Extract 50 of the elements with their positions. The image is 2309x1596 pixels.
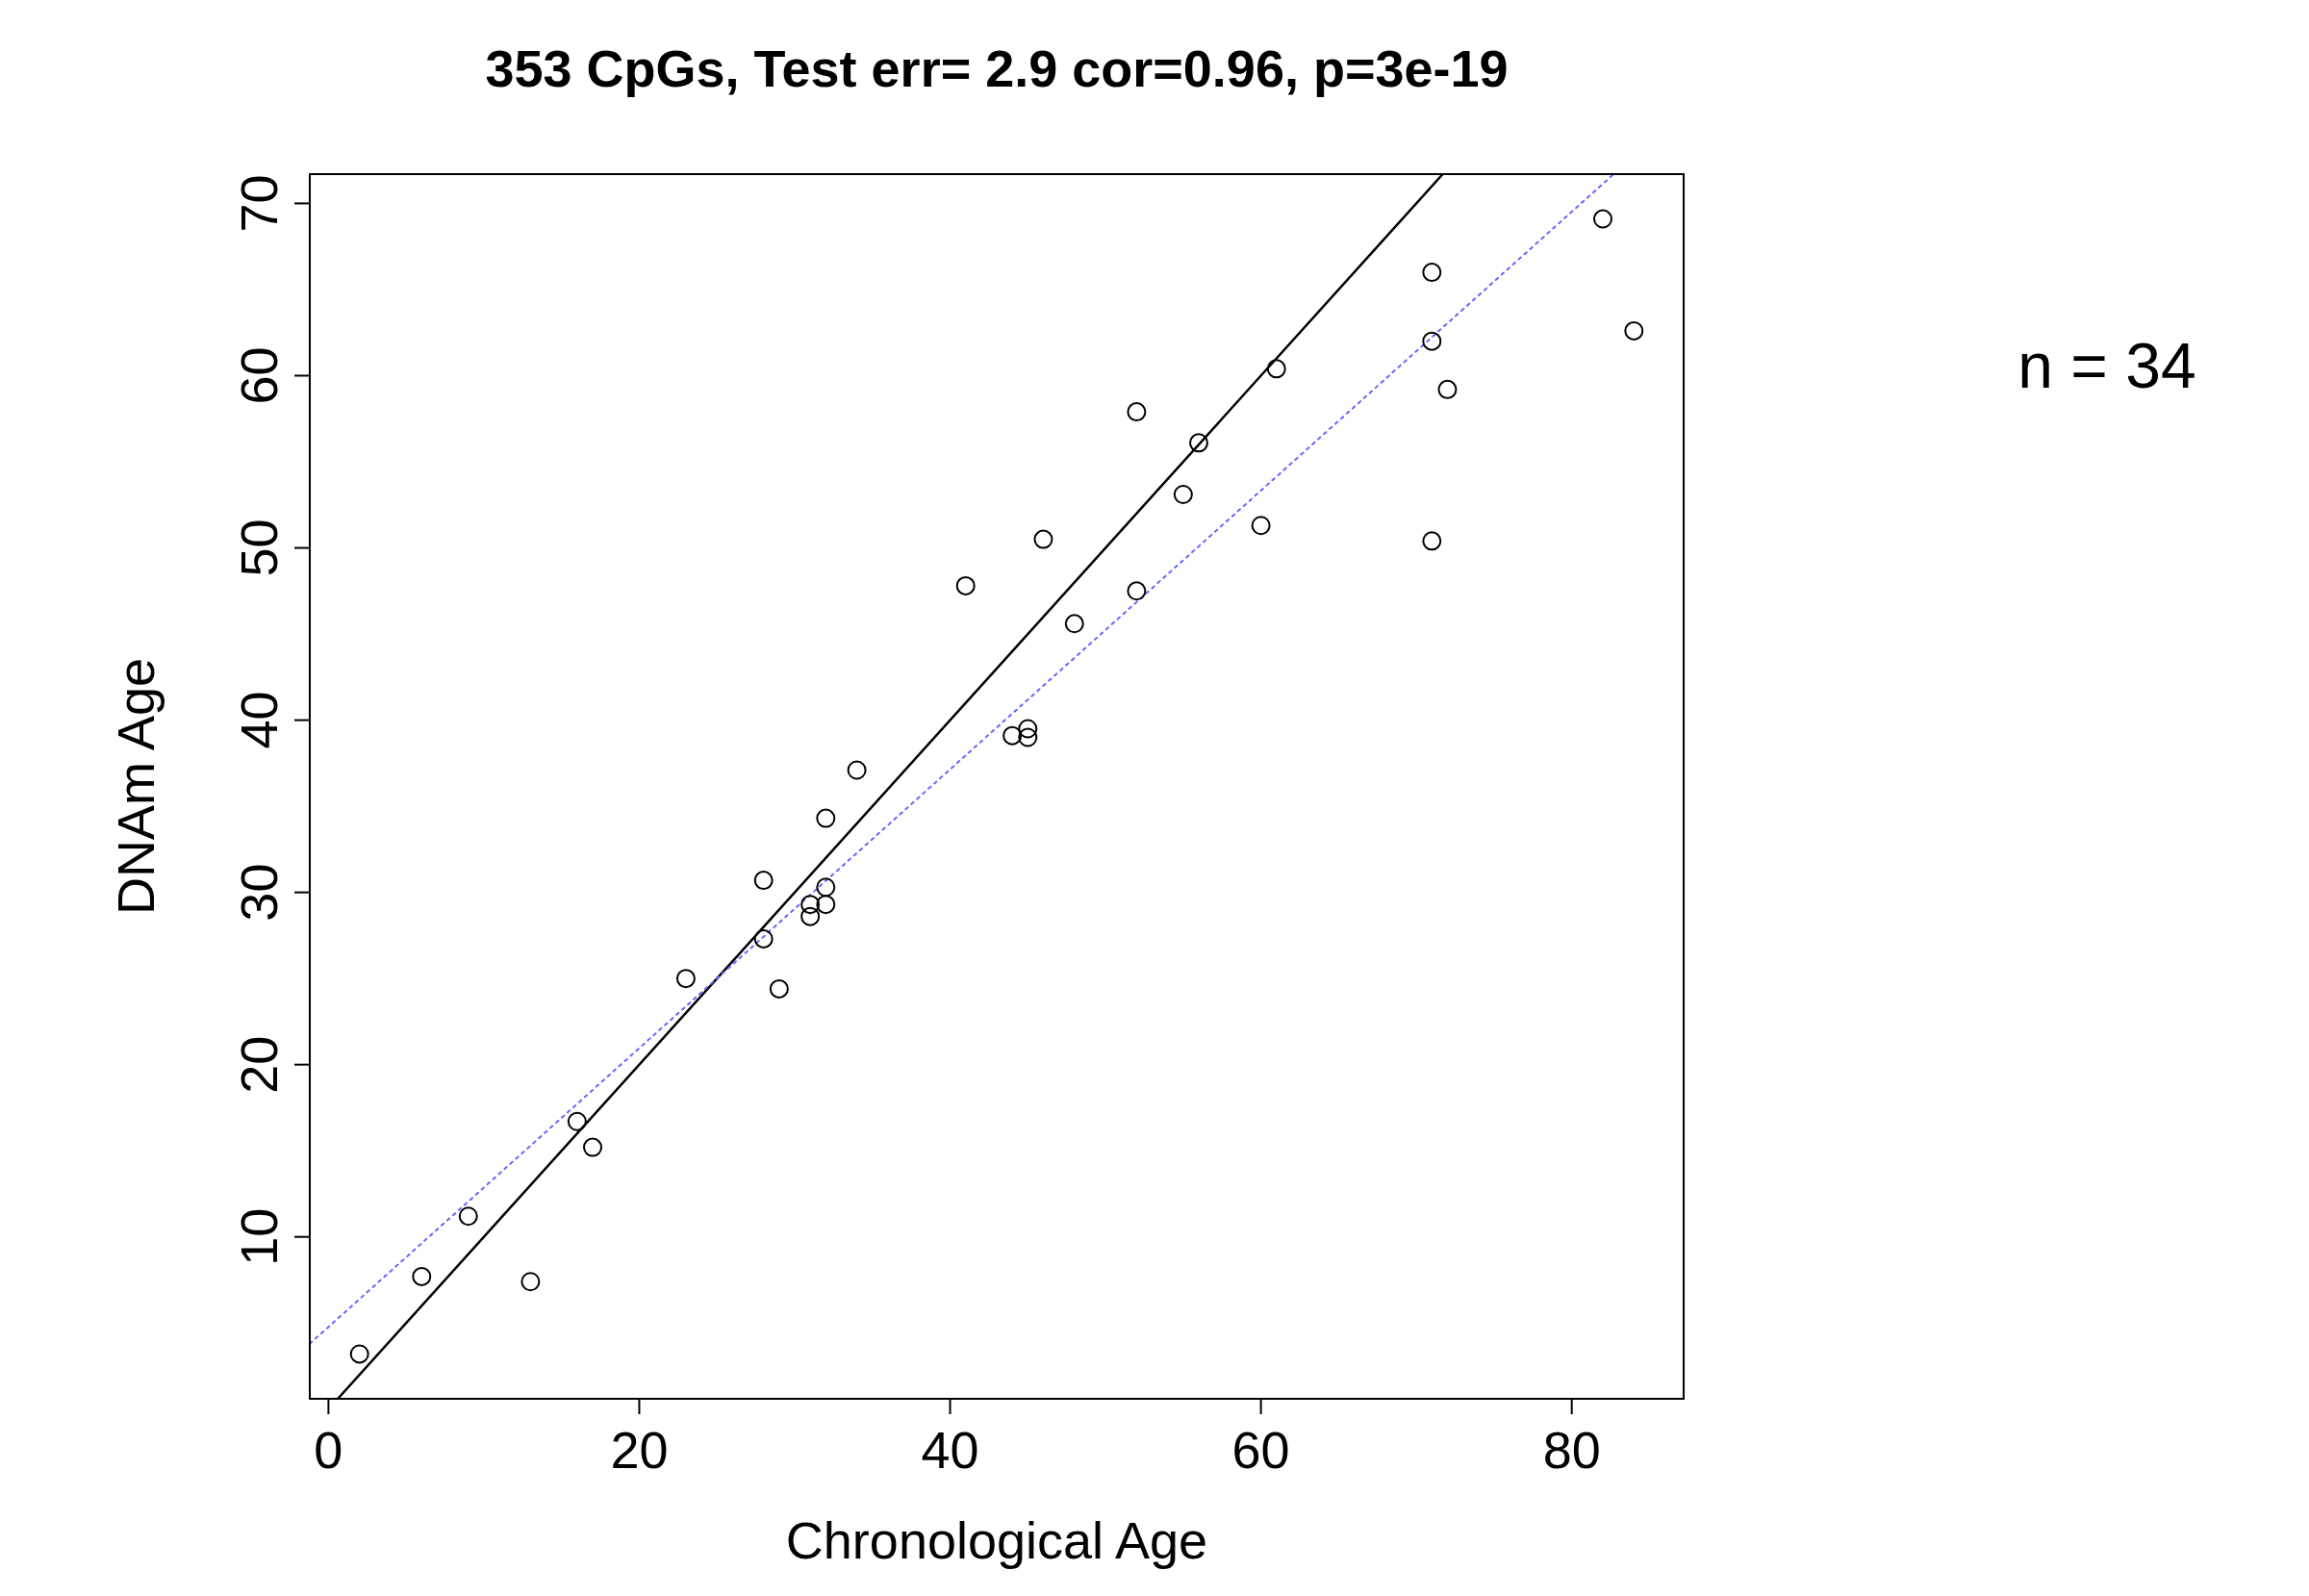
point — [1064, 614, 1084, 634]
point — [1127, 581, 1147, 601]
point — [816, 808, 836, 828]
point — [753, 871, 774, 891]
point — [816, 877, 836, 898]
point — [1266, 359, 1286, 379]
point — [769, 978, 789, 999]
point — [1033, 529, 1053, 549]
point — [1173, 485, 1193, 505]
point — [1437, 379, 1458, 399]
point — [1422, 331, 1442, 351]
point — [1422, 531, 1442, 551]
point — [955, 575, 976, 595]
x-tick-label: 60 — [1231, 1421, 1290, 1479]
point — [567, 1111, 587, 1131]
point — [1189, 433, 1208, 453]
point — [816, 895, 836, 915]
point — [458, 1206, 478, 1227]
point — [1624, 320, 1644, 341]
x-tick-label: 0 — [314, 1421, 343, 1479]
y-tick-label: 50 — [230, 519, 288, 577]
point — [753, 928, 774, 949]
point — [1018, 719, 1038, 739]
point — [412, 1266, 432, 1286]
x-tick-label: 20 — [610, 1421, 669, 1479]
point — [800, 895, 821, 915]
x-tick-label: 40 — [921, 1421, 979, 1479]
y-tick-label: 20 — [230, 1035, 288, 1094]
y-tick-label: 30 — [230, 863, 288, 922]
y-tick-label: 40 — [230, 691, 288, 749]
chart-title: 353 CpGs, Test err= 2.9 cor=0.96, p=3e-19 — [485, 39, 1509, 97]
point — [847, 760, 867, 780]
y-tick-label: 60 — [230, 346, 288, 405]
point — [349, 1344, 369, 1364]
point — [800, 906, 821, 926]
x-axis-title: Chronological Age — [785, 1511, 1208, 1569]
text: n = 34 — [2017, 330, 2196, 401]
point — [520, 1272, 541, 1292]
point — [1593, 209, 1612, 229]
point — [675, 969, 696, 989]
y-axis-title: DNAm Age — [107, 657, 165, 916]
point — [583, 1137, 602, 1157]
point — [1002, 725, 1023, 746]
y-tick-label: 70 — [230, 174, 288, 233]
y-tick-label: 10 — [230, 1207, 288, 1266]
point — [1127, 402, 1147, 422]
x-tick-label: 80 — [1542, 1421, 1601, 1479]
point — [1251, 516, 1271, 536]
point — [1422, 263, 1442, 283]
point — [1018, 727, 1038, 747]
